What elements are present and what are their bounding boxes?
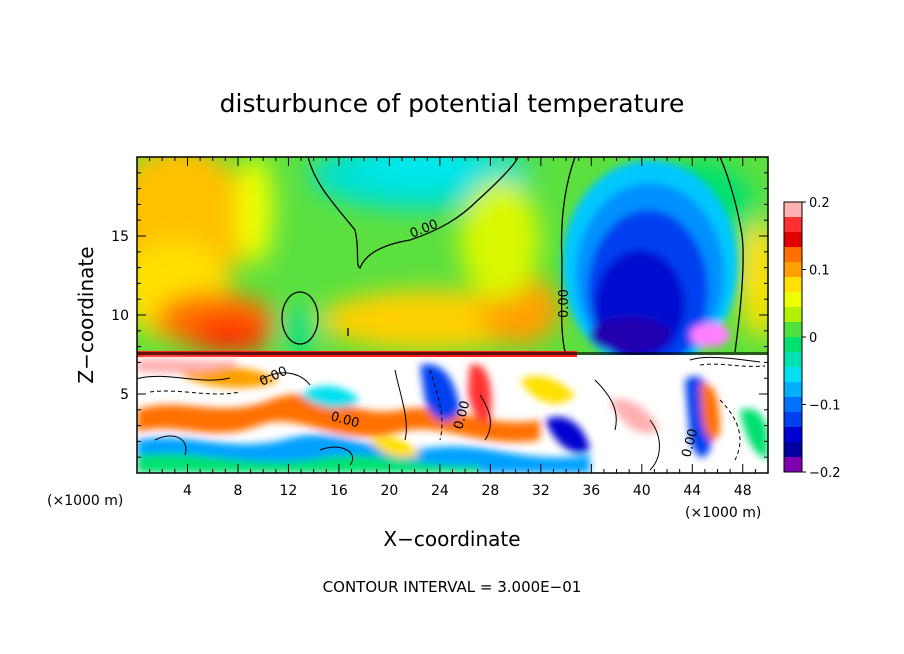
contour-label: 0.00 — [329, 409, 361, 431]
colorbar-swatch — [784, 262, 802, 278]
x-tick-label: 48 — [734, 483, 752, 499]
contour-interval-note: CONTOUR INTERVAL = 3.000E−01 — [323, 578, 582, 596]
x-tick-label: 40 — [633, 483, 651, 499]
colorbar-swatch — [784, 277, 802, 293]
colorbar-swatch — [784, 457, 802, 473]
contour-label: 0.00 — [451, 399, 473, 431]
x-tick-label: 24 — [431, 483, 449, 499]
colorbar-swatch — [784, 427, 802, 443]
heatmap-field — [137, 157, 768, 473]
x-tick-label: 20 — [380, 483, 398, 499]
lower-turbulent-layer — [137, 351, 768, 473]
contour-label: 0.00 — [679, 427, 701, 459]
colorbar: 0.2 0.1 0 −0.1 −0.2 — [783, 196, 841, 481]
colorbar-swatch — [784, 217, 802, 233]
contour-lines — [281, 157, 744, 353]
colorbar-swatch — [784, 382, 802, 398]
colorbar-tick-label: 0.1 — [809, 264, 830, 279]
colorbar-swatch — [784, 412, 802, 428]
colorbar-swatch — [784, 367, 802, 383]
colorbar-swatch — [784, 352, 802, 368]
y-tick-label: 5 — [120, 387, 129, 403]
colorbar-tick-label: −0.1 — [809, 399, 841, 414]
colorbar-tick-label: 0.2 — [809, 196, 830, 211]
x-tick-label: 32 — [532, 483, 550, 499]
colorbar-swatch — [784, 232, 802, 248]
colorbar-swatch — [784, 202, 802, 218]
x-tick-label: 16 — [330, 483, 348, 499]
colorbar-swatch — [784, 337, 802, 353]
x-tick-label: 44 — [683, 483, 701, 499]
chart-title: disturbunce of potential temperature — [220, 89, 685, 118]
x-axis-label: X−coordinate — [383, 527, 520, 551]
x-tick-label: 36 — [582, 483, 600, 499]
contour-label: 0.00 — [557, 289, 572, 318]
y-axis-label: Z−coordinate — [74, 246, 98, 383]
colorbar-swatch — [784, 442, 802, 458]
x-tick-label: 8 — [233, 483, 242, 499]
x-unit-right: (×1000 m) — [685, 505, 761, 521]
colorbar-swatch — [784, 397, 802, 413]
colorbar-swatch — [784, 292, 802, 308]
x-unit-left: (×1000 m) — [47, 493, 123, 509]
colorbar-tick-label: 0 — [809, 331, 817, 346]
colorbar-tick-label: −0.2 — [809, 466, 841, 481]
x-tick-label: 12 — [280, 483, 298, 499]
y-tick-label: 10 — [111, 308, 129, 324]
colorbar-swatch — [784, 322, 802, 338]
colorbar-swatch — [784, 247, 802, 263]
y-tick-label: 15 — [111, 229, 129, 245]
upper-right-cold-core — [562, 160, 738, 370]
colorbar-swatch — [784, 307, 802, 323]
x-tick-label: 4 — [183, 483, 192, 499]
x-tick-label: 28 — [481, 483, 499, 499]
